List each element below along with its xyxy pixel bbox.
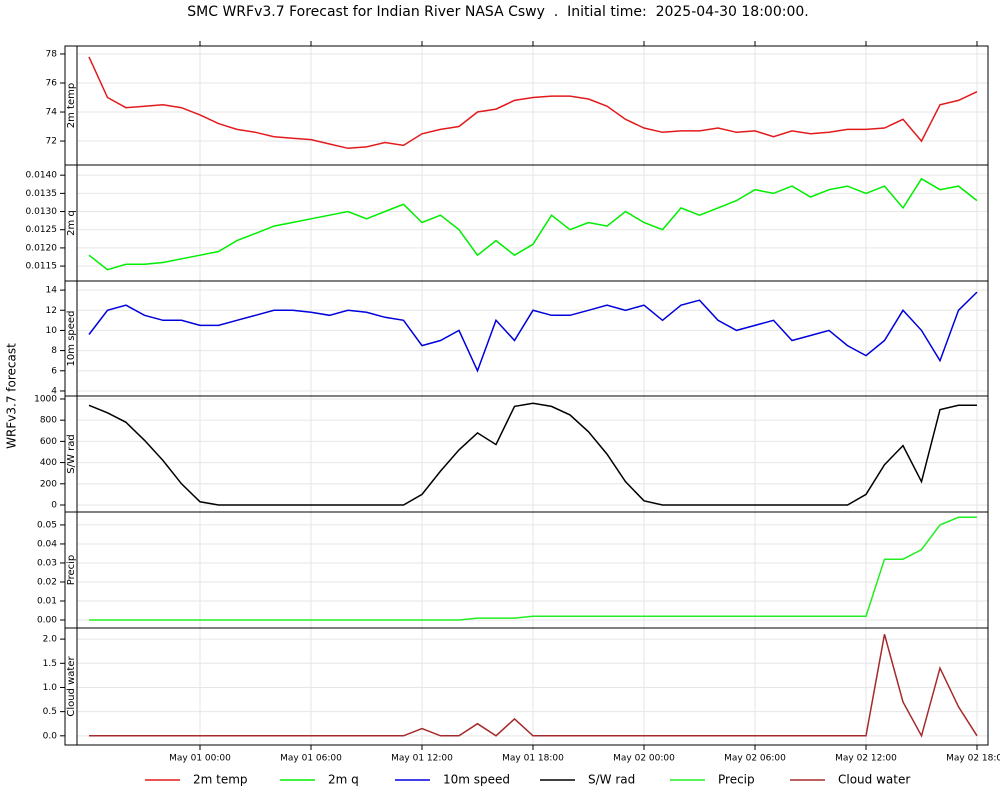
panel-frame — [64, 511, 989, 629]
y-tick-label: 200 — [40, 479, 57, 489]
y-tick-label: 0.04 — [37, 539, 57, 549]
panel-label: 2m q — [66, 210, 77, 236]
y-tick-label: 0.0140 — [26, 171, 58, 181]
x-tick-label: May 02 18:00 — [946, 754, 1000, 764]
y-tick-label: 78 — [46, 49, 58, 59]
panel-frame — [64, 395, 989, 513]
y-tick-label: 800 — [40, 416, 57, 426]
panel-frame — [64, 627, 989, 746]
panel-frame — [64, 164, 989, 282]
y-tick-label: 72 — [46, 137, 57, 147]
y-tick-label: 0.00 — [37, 616, 57, 626]
legend-label: Cloud water — [838, 773, 910, 787]
series-line — [88, 402, 977, 506]
y-tick-label: 0.0135 — [26, 189, 58, 199]
x-tick-label: May 02 00:00 — [613, 754, 675, 764]
y-tick-label: 0.01 — [37, 596, 57, 606]
y-axis-title: WRFv3.7 forecast — [5, 343, 19, 449]
panel-label: 2m temp — [66, 83, 77, 128]
series-line — [88, 177, 978, 271]
x-tick-label: May 01 06:00 — [280, 754, 342, 764]
panel-label: S/W rad — [66, 434, 77, 473]
panel-label: Cloud water — [66, 655, 77, 716]
y-tick-label: 14 — [46, 286, 58, 296]
y-tick-label: 0.0120 — [26, 243, 58, 253]
y-tick-label: 74 — [46, 108, 58, 118]
y-tick-label: 0.05 — [37, 520, 57, 530]
y-tick-label: 2.0 — [43, 635, 58, 645]
y-tick-label: 0 — [51, 501, 57, 511]
series-line — [89, 634, 978, 738]
y-tick-label: 0.0 — [43, 731, 58, 741]
panel-label: Precip — [66, 555, 77, 586]
legend-label: 10m speed — [443, 773, 510, 787]
panel-frame — [64, 280, 989, 397]
legend-label: 2m temp — [193, 773, 248, 787]
chart-title: SMC WRFv3.7 Forecast for Indian River NA… — [187, 4, 808, 20]
y-tick-label: 0.03 — [37, 558, 57, 568]
y-tick-label: 0.5 — [43, 707, 57, 717]
y-tick-label: 8 — [51, 346, 57, 356]
y-tick-label: 0.0115 — [26, 262, 58, 272]
y-tick-label: 4 — [51, 386, 57, 396]
y-tick-label: 600 — [40, 437, 57, 447]
y-tick-label: 400 — [40, 458, 57, 468]
series-line — [88, 56, 978, 150]
y-tick-label: 76 — [46, 79, 58, 89]
y-tick-label: 1.0 — [43, 683, 58, 693]
series-line — [88, 291, 978, 373]
y-tick-label: 10 — [46, 326, 58, 336]
legend-label: S/W rad — [588, 773, 635, 787]
legend-label: Precip — [718, 773, 755, 787]
y-tick-label: 6 — [51, 366, 57, 376]
x-tick-label: May 02 06:00 — [724, 754, 786, 764]
y-tick-label: 0.02 — [37, 577, 57, 587]
y-tick-label: 1000 — [34, 394, 57, 404]
panel-label: 10m speed — [66, 311, 77, 367]
y-tick-label: 12 — [46, 306, 57, 316]
x-tick-label: May 01 00:00 — [169, 754, 231, 764]
y-tick-label: 1.5 — [43, 659, 57, 669]
y-tick-label: 0.0125 — [26, 225, 58, 235]
legend-label: 2m q — [328, 773, 359, 787]
series-line — [89, 516, 977, 621]
x-tick-label: May 01 12:00 — [391, 754, 453, 764]
y-tick-label: 0.0130 — [26, 207, 58, 217]
x-tick-label: May 02 12:00 — [835, 754, 897, 764]
x-tick-label: May 01 18:00 — [502, 754, 564, 764]
panel-frame — [64, 45, 989, 166]
